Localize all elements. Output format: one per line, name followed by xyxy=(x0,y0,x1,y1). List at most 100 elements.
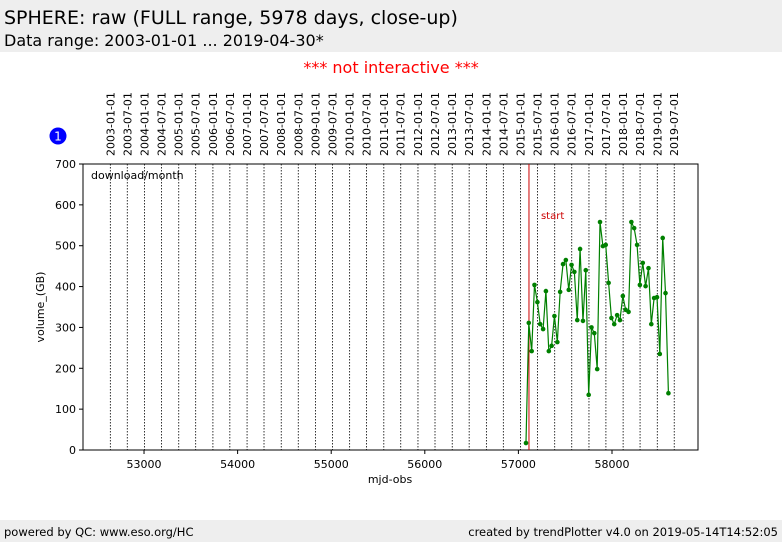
footer xyxy=(0,520,782,542)
date-tick-label: 2003-07-01 xyxy=(121,92,134,156)
y-tick-label: 300 xyxy=(55,321,76,334)
date-tick-label: 2014-07-01 xyxy=(497,92,510,156)
y-axis-label: volume_(GB) xyxy=(34,272,47,343)
date-tick-label: 2008-01-01 xyxy=(275,92,288,156)
data-point xyxy=(526,320,532,326)
data-line xyxy=(525,221,670,444)
data-point xyxy=(611,321,617,327)
data-point xyxy=(560,261,566,267)
data-point xyxy=(634,242,640,248)
date-tick-label: 2003-01-01 xyxy=(104,92,117,156)
badge-label: 1 xyxy=(54,130,62,144)
date-tick-label: 2017-01-01 xyxy=(583,92,596,156)
subtitle: Data range: 2003-01-01 ... 2019-04-30* xyxy=(4,31,324,50)
date-tick-label: 2004-01-01 xyxy=(138,92,151,156)
data-point xyxy=(603,242,609,248)
data-point xyxy=(540,326,546,332)
data-point xyxy=(606,280,611,286)
start-label: start xyxy=(541,211,564,222)
plot-frame xyxy=(82,163,699,451)
date-tick-label: 2015-07-01 xyxy=(531,92,544,156)
date-tick-label: 2016-01-01 xyxy=(549,92,562,156)
data-point xyxy=(563,257,569,263)
data-point xyxy=(657,351,663,357)
date-tick-label: 2005-01-01 xyxy=(173,92,186,156)
data-point xyxy=(535,299,540,305)
date-tick-label: 2009-07-01 xyxy=(326,92,339,156)
x-tick-label: 56000 xyxy=(407,458,442,471)
date-tick-label: 2007-07-01 xyxy=(258,92,271,156)
notice: *** not interactive *** xyxy=(303,58,478,77)
date-tick-label: 2019-01-01 xyxy=(651,92,664,156)
date-tick-label: 2010-07-01 xyxy=(361,92,374,156)
data-point xyxy=(654,294,660,300)
x-tick-label: 54000 xyxy=(220,458,255,471)
data-point xyxy=(569,262,574,268)
data-point xyxy=(574,317,580,323)
data-point xyxy=(663,290,668,296)
data-point xyxy=(546,348,552,354)
y-tick-label: 100 xyxy=(55,403,76,416)
data-point xyxy=(586,392,591,398)
date-tick-label: 2012-07-01 xyxy=(429,92,442,156)
date-tick-label: 2014-01-01 xyxy=(480,92,493,156)
data-point xyxy=(537,321,543,327)
date-tick-label: 2011-01-01 xyxy=(378,92,391,156)
date-tick-label: 2006-01-01 xyxy=(207,92,220,156)
data-point xyxy=(532,282,537,288)
date-tick-label: 2018-07-01 xyxy=(634,92,647,156)
x-tick-label: 57000 xyxy=(501,458,536,471)
data-point xyxy=(555,339,560,345)
data-point xyxy=(552,313,557,319)
data-point xyxy=(617,317,623,323)
data-point xyxy=(620,293,626,299)
data-point xyxy=(648,321,654,327)
data-point xyxy=(666,390,671,396)
y-tick-label: 500 xyxy=(55,240,76,253)
x-axis-label: mjd-obs xyxy=(368,473,413,486)
data-point xyxy=(637,282,643,288)
data-point xyxy=(543,288,549,294)
data-point xyxy=(594,366,600,372)
data-point xyxy=(640,260,646,266)
data-point xyxy=(583,267,589,273)
date-tick-label: 2019-07-01 xyxy=(668,92,681,156)
data-point xyxy=(597,219,603,225)
y-tick-label: 0 xyxy=(69,444,76,457)
date-tick-label: 2011-07-01 xyxy=(395,92,408,156)
data-point xyxy=(523,440,529,446)
data-point xyxy=(591,330,597,336)
footer-left: powered by QC: www.eso.org/HC xyxy=(4,525,193,539)
y-tick-label: 400 xyxy=(55,281,76,294)
date-tick-label: 2009-01-01 xyxy=(309,92,322,156)
date-tick-label: 2005-07-01 xyxy=(190,92,203,156)
data-point xyxy=(572,269,577,275)
date-tick-label: 2010-01-01 xyxy=(344,92,357,156)
badge xyxy=(49,127,67,145)
data-point xyxy=(660,235,666,241)
data-point xyxy=(566,287,572,293)
date-tick-label: 2004-07-01 xyxy=(156,92,169,156)
header xyxy=(0,0,782,52)
data-point xyxy=(629,219,634,225)
date-tick-label: 2013-07-01 xyxy=(463,92,476,156)
data-point xyxy=(589,325,594,330)
x-tick-label: 55000 xyxy=(314,458,349,471)
date-tick-label: 2012-01-01 xyxy=(412,92,425,156)
data-point xyxy=(643,283,648,289)
data-point xyxy=(580,318,586,324)
panel-label: download/month xyxy=(91,169,184,182)
data-point xyxy=(631,225,637,231)
y-tick-label: 700 xyxy=(55,158,76,171)
data-point xyxy=(577,246,583,252)
date-tick-label: 2017-07-01 xyxy=(600,92,613,156)
date-tick-label: 2018-01-01 xyxy=(617,92,630,156)
data-point xyxy=(557,289,563,295)
data-point xyxy=(609,315,614,321)
date-tick-label: 2015-01-01 xyxy=(515,92,528,156)
title: SPHERE: raw (FULL range, 5978 days, clos… xyxy=(4,7,458,29)
x-tick-label: 53000 xyxy=(127,458,162,471)
data-point xyxy=(549,343,554,349)
